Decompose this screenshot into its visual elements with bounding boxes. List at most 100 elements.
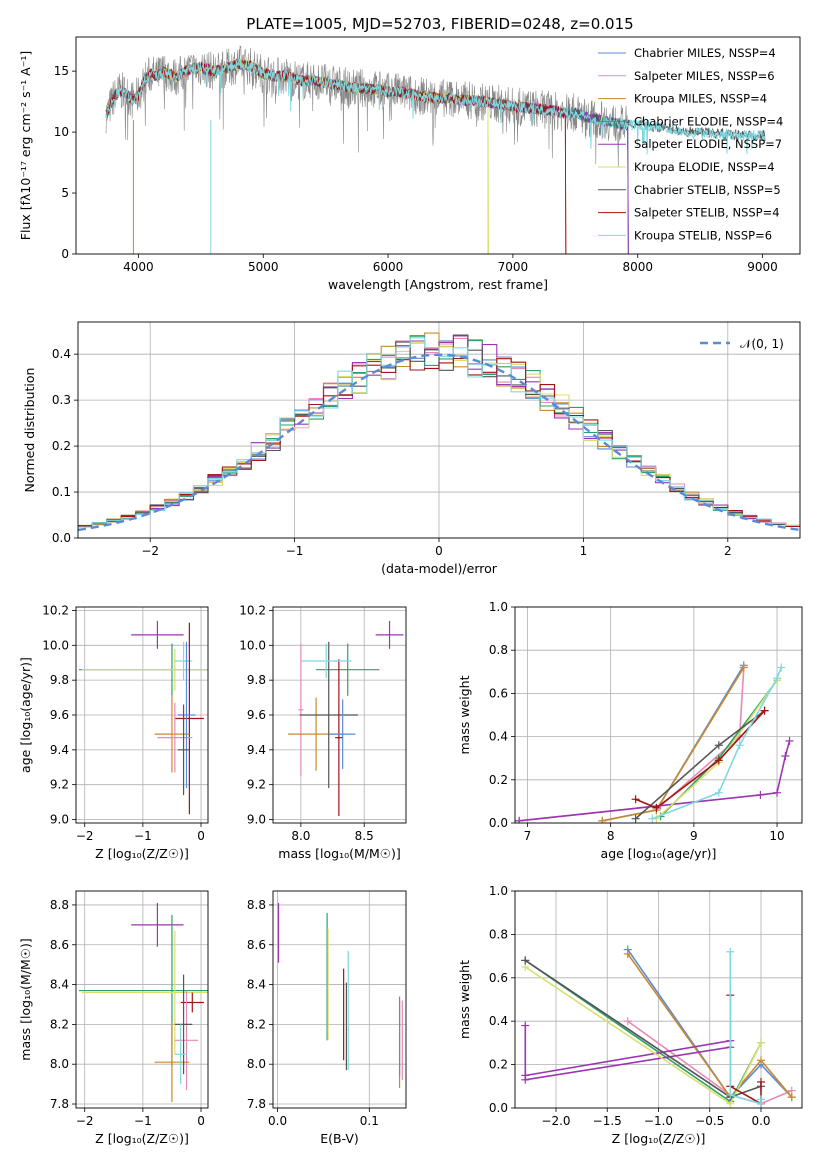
x-tick-label: −1.5 (593, 1114, 622, 1128)
mass-weight-marker (652, 803, 661, 812)
axes-frame (75, 890, 209, 1109)
mass-weight-line (627, 949, 793, 1099)
y-tick-label: 8.6 (50, 938, 69, 952)
axes-frame (77, 321, 801, 539)
mass-weight-line (524, 959, 762, 1103)
y-tick-label: 8.0 (247, 1057, 266, 1071)
data-point (131, 620, 184, 649)
spectrum-plot-area (105, 45, 766, 254)
y-axis-label: Normed distribution (22, 368, 37, 493)
mass-vs-Z-axes: −2 −1 0 7.8 8.0 8.2 8.4 8.6 8.8 Z [log₁₀(Z/Z☉)] ma… (18, 890, 209, 1146)
x-tick-label: 8000 (622, 260, 653, 274)
x-tick-label: 0.0 (268, 1114, 287, 1128)
x-tick-label: 9 (690, 829, 698, 843)
y-tick-label: 9.0 (50, 813, 69, 827)
mass-weight-marker (631, 814, 640, 823)
mass-weight-marker (735, 741, 744, 750)
axes-frame (514, 890, 803, 1109)
mass-weight-marker (787, 1093, 796, 1102)
y-tick-label: 0.8 (489, 643, 508, 657)
y-tick-label: 7.8 (247, 1097, 266, 1111)
spectrum-axes: 4000 5000 6000 7000 8000 9000 0 5 10 15 wavelength… (18, 36, 801, 292)
residual-histogram-step (78, 337, 800, 528)
mass-weight-marker (757, 1095, 765, 1104)
mass-weight-line (519, 667, 745, 822)
y-tick-label: 9.0 (247, 813, 266, 827)
mass-weight-line (519, 740, 791, 822)
mass-weight-marker (521, 1075, 530, 1084)
x-tick-label: −2 (141, 544, 159, 558)
y-tick-label: 0.3 (52, 393, 71, 407)
mass-weight-marker (714, 741, 723, 750)
mass-weight-marker (623, 949, 632, 958)
y-tick-label: 9.6 (50, 708, 69, 722)
data-point (81, 648, 208, 691)
x-tick-label: −1 (134, 829, 152, 843)
y-tick-label: 8.8 (50, 898, 69, 912)
y-tick-label: 15 (54, 64, 69, 78)
y-tick-label: 0.4 (489, 730, 508, 744)
mass-weight-line (655, 679, 778, 820)
legend-label: Salpeter ELODIE, NSSP=7 (634, 137, 782, 151)
x-axis-label: Z [log₁₀(Z/Z☉)] (95, 1131, 189, 1146)
x-tick-label: 5000 (248, 260, 279, 274)
x-tick-label: 4000 (123, 260, 154, 274)
data-point (330, 699, 356, 769)
axes-frame (514, 606, 803, 824)
mass-weight-marker (726, 1090, 735, 1099)
y-tick-label: 9.4 (247, 743, 266, 757)
mass-weight-marker (757, 1038, 765, 1047)
y-tick-label: 0.0 (489, 1101, 508, 1115)
y-tick-label: 8.2 (50, 1017, 69, 1031)
mass-weight-marker (739, 663, 748, 672)
residual-histogram-step (78, 357, 800, 528)
y-tick-label: 7.8 (50, 1097, 69, 1111)
data-point (174, 622, 204, 815)
legend-label: Chabrier ELODIE, NSSP=4 (634, 114, 783, 128)
mass-weight-marker (785, 736, 794, 745)
figure-title: PLATE=1005, MJD=52703, FIBERID=0248, z=0… (246, 15, 633, 33)
x-tick-label: 0.1 (360, 1114, 379, 1128)
x-axis-label: Z [log₁₀(Z/Z☉)] (612, 1131, 706, 1146)
y-tick-label: 9.2 (247, 778, 266, 792)
legend-label: Chabrier STELIB, NSSP=5 (634, 183, 781, 197)
data-point (299, 641, 358, 789)
x-tick-label: 0 (435, 544, 443, 558)
y-tick-label: 9.6 (247, 708, 266, 722)
mass-weight-marker (781, 752, 790, 761)
y-axis-label: mass weight (457, 675, 472, 754)
massweight-vs-Z-axes: −2.0 −1.5 −1.0 −0.5 0.0 0.0 0.2 0.4 0.6 0.8 1.0 Z [… (457, 884, 803, 1146)
mass-weight-marker (756, 790, 765, 799)
data-point (335, 659, 343, 817)
y-axis-label: mass weight (457, 960, 472, 1039)
mass-weight-marker (773, 788, 782, 797)
y-tick-label: 1.0 (489, 884, 508, 898)
x-tick-label: 0 (197, 829, 205, 843)
x-tick-label: −1 (286, 544, 304, 558)
x-tick-label: 8.0 (291, 829, 310, 843)
mass-weight-marker (521, 956, 530, 965)
y-tick-label: 0.0 (52, 531, 71, 545)
data-point (300, 643, 352, 679)
y-tick-label: 9.8 (50, 673, 69, 687)
data-point (177, 704, 190, 796)
model-spectrum-line (105, 58, 489, 254)
y-tick-label: 0.1 (52, 485, 71, 499)
x-axis-label: Z [log₁₀(Z/Z☉)] (95, 846, 189, 861)
axes-frame (75, 606, 209, 824)
y-tick-label: 8.2 (247, 1017, 266, 1031)
normal-curve-line (78, 353, 800, 532)
massweight-vs-age-plot-area (515, 661, 794, 823)
x-tick-label: −2.0 (541, 1114, 570, 1128)
data-point (174, 1024, 187, 1085)
legend-label: Salpeter STELIB, NSSP=4 (634, 206, 780, 220)
mass-weight-line (524, 959, 762, 1099)
mass-weight-marker (648, 814, 657, 823)
data-point (174, 974, 193, 1075)
residual-histogram-plot-area (78, 332, 800, 532)
y-tick-label: 0.6 (489, 971, 508, 985)
x-tick-label: −1 (134, 1114, 152, 1128)
data-point (316, 643, 380, 696)
legend-label: Chabrier MILES, NSSP=4 (634, 46, 776, 60)
